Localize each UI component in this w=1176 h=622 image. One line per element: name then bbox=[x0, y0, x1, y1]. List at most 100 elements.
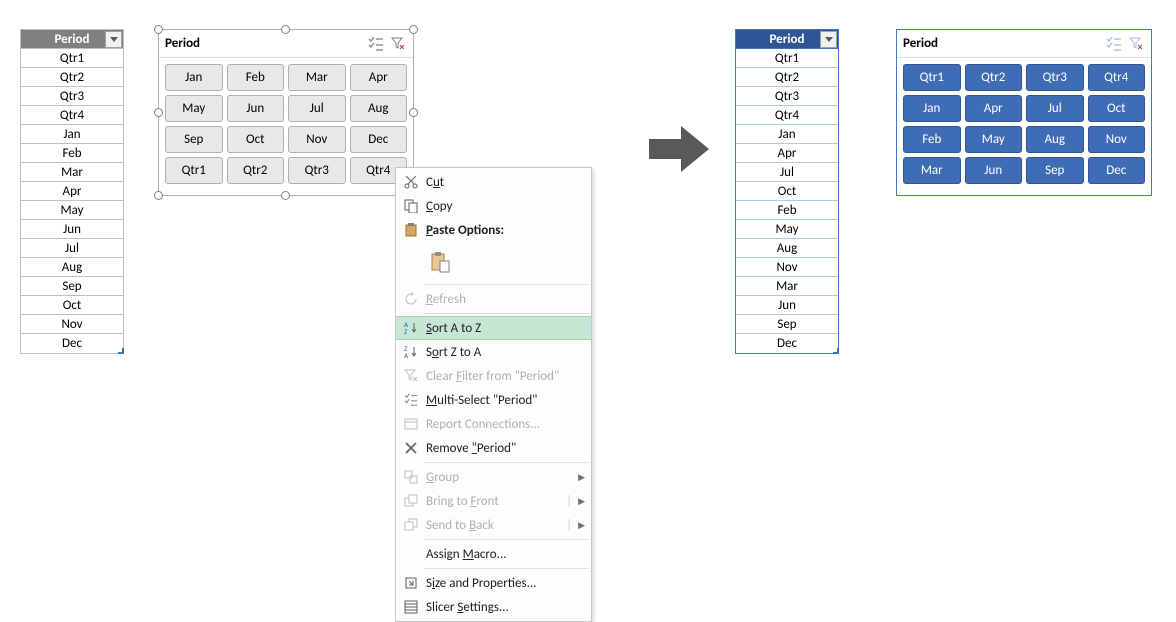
slicer-item[interactable]: May bbox=[165, 95, 223, 122]
slicer-item[interactable]: Qtr2 bbox=[227, 157, 285, 184]
slicer-item[interactable]: Mar bbox=[288, 64, 346, 91]
slicer-item[interactable]: Jan bbox=[165, 64, 223, 91]
table-row[interactable]: Qtr3 bbox=[21, 87, 123, 106]
menu-item-remove[interactable]: Remove "Period" bbox=[396, 436, 591, 460]
dropdown-icon[interactable] bbox=[820, 31, 837, 48]
table-row[interactable]: Jan bbox=[736, 125, 838, 144]
slicer-item[interactable]: Feb bbox=[227, 64, 285, 91]
clear-filter-icon[interactable] bbox=[389, 35, 407, 53]
table-row[interactable]: Apr bbox=[21, 182, 123, 201]
table-row[interactable]: Jul bbox=[21, 239, 123, 258]
slicer-item[interactable]: Apr bbox=[965, 95, 1023, 122]
slicer-item[interactable]: Qtr3 bbox=[1026, 64, 1084, 91]
table-row[interactable]: Oct bbox=[736, 182, 838, 201]
table-row[interactable]: Apr bbox=[736, 144, 838, 163]
menu-item-macro[interactable]: Assign Macro... bbox=[396, 542, 591, 566]
menu-item-sort-za[interactable]: ZASort Z to A bbox=[396, 340, 591, 364]
slicer-item[interactable]: Jul bbox=[288, 95, 346, 122]
slicer-item[interactable]: Nov bbox=[288, 126, 346, 153]
period-slicer-selected[interactable]: Period JanFebMarApr MayJunJulAug SepOctNov… bbox=[158, 29, 414, 196]
table-row[interactable]: Mar bbox=[21, 163, 123, 182]
slicer-item[interactable]: Jun bbox=[965, 157, 1023, 184]
slicer-item[interactable]: Apr bbox=[350, 64, 408, 91]
multi-select-icon[interactable] bbox=[1105, 35, 1123, 53]
slicer-item[interactable]: Qtr1 bbox=[903, 64, 961, 91]
slicer-item[interactable]: Qtr4 bbox=[1088, 64, 1146, 91]
table-row[interactable]: May bbox=[736, 220, 838, 239]
slicer-item[interactable]: Oct bbox=[227, 126, 285, 153]
resize-handle[interactable] bbox=[281, 25, 290, 34]
slicer-item[interactable]: Aug bbox=[350, 95, 408, 122]
slicer-header: Period bbox=[159, 30, 413, 58]
table-row[interactable]: Qtr4 bbox=[736, 106, 838, 125]
resize-handle[interactable] bbox=[154, 25, 163, 34]
slicer-item[interactable]: Jan bbox=[903, 95, 961, 122]
slicer-item[interactable]: Qtr3 bbox=[288, 157, 346, 184]
menu-item-settings[interactable]: Slicer Settings... bbox=[396, 595, 591, 619]
menu-item-clear-filter: Clear Filter from "Period" bbox=[396, 364, 591, 388]
table-row[interactable]: Dec bbox=[21, 334, 123, 353]
slicer-item[interactable]: Dec bbox=[1088, 157, 1146, 184]
table-row[interactable]: May bbox=[21, 201, 123, 220]
slicer-item[interactable]: Aug bbox=[1026, 126, 1084, 153]
table-row[interactable]: Jul bbox=[736, 163, 838, 182]
table-row[interactable]: Qtr2 bbox=[736, 68, 838, 87]
resize-handle[interactable] bbox=[409, 108, 418, 117]
resize-handle[interactable] bbox=[154, 191, 163, 200]
menu-label: Clear Filter from "Period" bbox=[422, 369, 585, 384]
menu-item-size[interactable]: Size and Properties... bbox=[396, 571, 591, 595]
slicer-item[interactable]: Qtr1 bbox=[165, 157, 223, 184]
table-row[interactable]: Qtr1 bbox=[21, 49, 123, 68]
table-row[interactable]: Nov bbox=[736, 258, 838, 277]
table-row[interactable]: Aug bbox=[736, 239, 838, 258]
menu-label: Send to Back bbox=[422, 518, 560, 533]
table-row[interactable]: Qtr2 bbox=[21, 68, 123, 87]
menu-item-copy[interactable]: Copy bbox=[396, 194, 591, 218]
slicer-item[interactable]: Qtr2 bbox=[965, 64, 1023, 91]
table-row[interactable]: Jan bbox=[21, 125, 123, 144]
resize-handle[interactable] bbox=[409, 25, 418, 34]
table-row[interactable]: Qtr3 bbox=[736, 87, 838, 106]
table-row[interactable]: Feb bbox=[21, 144, 123, 163]
resize-handle[interactable] bbox=[154, 108, 163, 117]
clear-filter-icon[interactable] bbox=[1127, 35, 1145, 53]
table-row[interactable]: Aug bbox=[21, 258, 123, 277]
menu-separator bbox=[424, 313, 589, 314]
slicer-item[interactable]: Mar bbox=[903, 157, 961, 184]
multi-select-icon[interactable] bbox=[367, 35, 385, 53]
slicer-item[interactable]: Sep bbox=[1026, 157, 1084, 184]
table-row[interactable]: Nov bbox=[21, 315, 123, 334]
slicer-item[interactable]: Sep bbox=[165, 126, 223, 153]
table-row[interactable]: Jun bbox=[736, 296, 838, 315]
table-resize-marker[interactable] bbox=[833, 348, 839, 354]
table-header[interactable]: Period bbox=[21, 30, 123, 49]
table-row[interactable]: Mar bbox=[736, 277, 838, 296]
resize-handle[interactable] bbox=[281, 191, 290, 200]
slicer-item[interactable]: Jul bbox=[1026, 95, 1084, 122]
table-row[interactable]: Jun bbox=[21, 220, 123, 239]
slicer-item[interactable]: Feb bbox=[903, 126, 961, 153]
menu-item-paste[interactable]: Paste Options: bbox=[396, 218, 591, 242]
period-slicer-result[interactable]: Period Qtr1Qtr2Qtr3Qtr4JanAprJulOctFebMa… bbox=[896, 29, 1152, 196]
menu-item-multi-select[interactable]: Multi-Select "Period" bbox=[396, 388, 591, 412]
menu-item-sort-az[interactable]: AZSort A to Z bbox=[396, 316, 591, 340]
table-row[interactable]: Feb bbox=[736, 201, 838, 220]
table-row[interactable]: Sep bbox=[21, 277, 123, 296]
table-resize-marker[interactable] bbox=[118, 348, 124, 354]
paste-icon[interactable] bbox=[428, 249, 452, 275]
menu-item-cut[interactable]: Cut bbox=[396, 170, 591, 194]
slicer-item[interactable]: Dec bbox=[350, 126, 408, 153]
dropdown-icon[interactable] bbox=[105, 31, 122, 48]
slicer-item[interactable]: Oct bbox=[1088, 95, 1146, 122]
table-row[interactable]: Dec bbox=[736, 334, 838, 353]
slicer-item[interactable]: Jun bbox=[227, 95, 285, 122]
table-row[interactable]: Sep bbox=[736, 315, 838, 334]
slicer-item[interactable]: May bbox=[965, 126, 1023, 153]
menu-label: Report Connections... bbox=[422, 417, 585, 432]
slicer-item[interactable]: Nov bbox=[1088, 126, 1146, 153]
table-header[interactable]: Period bbox=[736, 30, 838, 49]
table-row[interactable]: Qtr1 bbox=[736, 49, 838, 68]
table-row[interactable]: Qtr4 bbox=[21, 106, 123, 125]
menu-label: Assign Macro... bbox=[422, 547, 585, 562]
table-row[interactable]: Oct bbox=[21, 296, 123, 315]
